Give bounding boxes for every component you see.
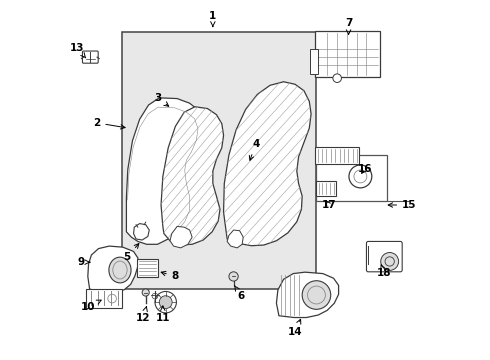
Text: 1: 1 (209, 11, 217, 26)
Text: 3: 3 (154, 93, 169, 106)
Circle shape (333, 74, 342, 82)
Polygon shape (227, 230, 243, 248)
FancyBboxPatch shape (86, 289, 122, 307)
Text: 9: 9 (77, 257, 90, 267)
Polygon shape (88, 246, 138, 293)
Polygon shape (134, 224, 149, 240)
Text: 10: 10 (80, 300, 101, 312)
Text: 13: 13 (70, 43, 86, 58)
FancyBboxPatch shape (316, 181, 336, 196)
Text: 6: 6 (235, 286, 245, 301)
Text: 14: 14 (288, 319, 302, 337)
Polygon shape (170, 226, 192, 248)
Bar (316, 155, 387, 202)
Circle shape (302, 281, 331, 309)
Text: 17: 17 (321, 200, 336, 210)
Text: 12: 12 (136, 307, 150, 323)
Text: 2: 2 (93, 118, 125, 129)
Bar (122, 32, 317, 289)
Text: 4: 4 (249, 139, 259, 160)
FancyBboxPatch shape (137, 258, 158, 277)
Text: 11: 11 (156, 306, 170, 323)
Circle shape (229, 272, 238, 281)
FancyBboxPatch shape (82, 51, 98, 63)
Polygon shape (276, 272, 339, 318)
FancyBboxPatch shape (316, 31, 380, 77)
FancyBboxPatch shape (367, 242, 402, 272)
Text: 16: 16 (357, 164, 372, 174)
Polygon shape (126, 98, 202, 244)
Circle shape (142, 289, 149, 296)
Circle shape (381, 252, 398, 270)
Circle shape (155, 292, 176, 313)
Circle shape (349, 165, 372, 188)
Text: 8: 8 (161, 271, 179, 282)
Polygon shape (161, 107, 223, 245)
Circle shape (159, 296, 172, 309)
FancyBboxPatch shape (315, 147, 359, 163)
Text: 15: 15 (388, 200, 416, 210)
Text: 18: 18 (377, 265, 392, 278)
Ellipse shape (109, 257, 131, 283)
FancyBboxPatch shape (310, 49, 318, 73)
Polygon shape (223, 82, 311, 246)
Text: 5: 5 (123, 244, 139, 262)
Text: 7: 7 (345, 18, 352, 34)
